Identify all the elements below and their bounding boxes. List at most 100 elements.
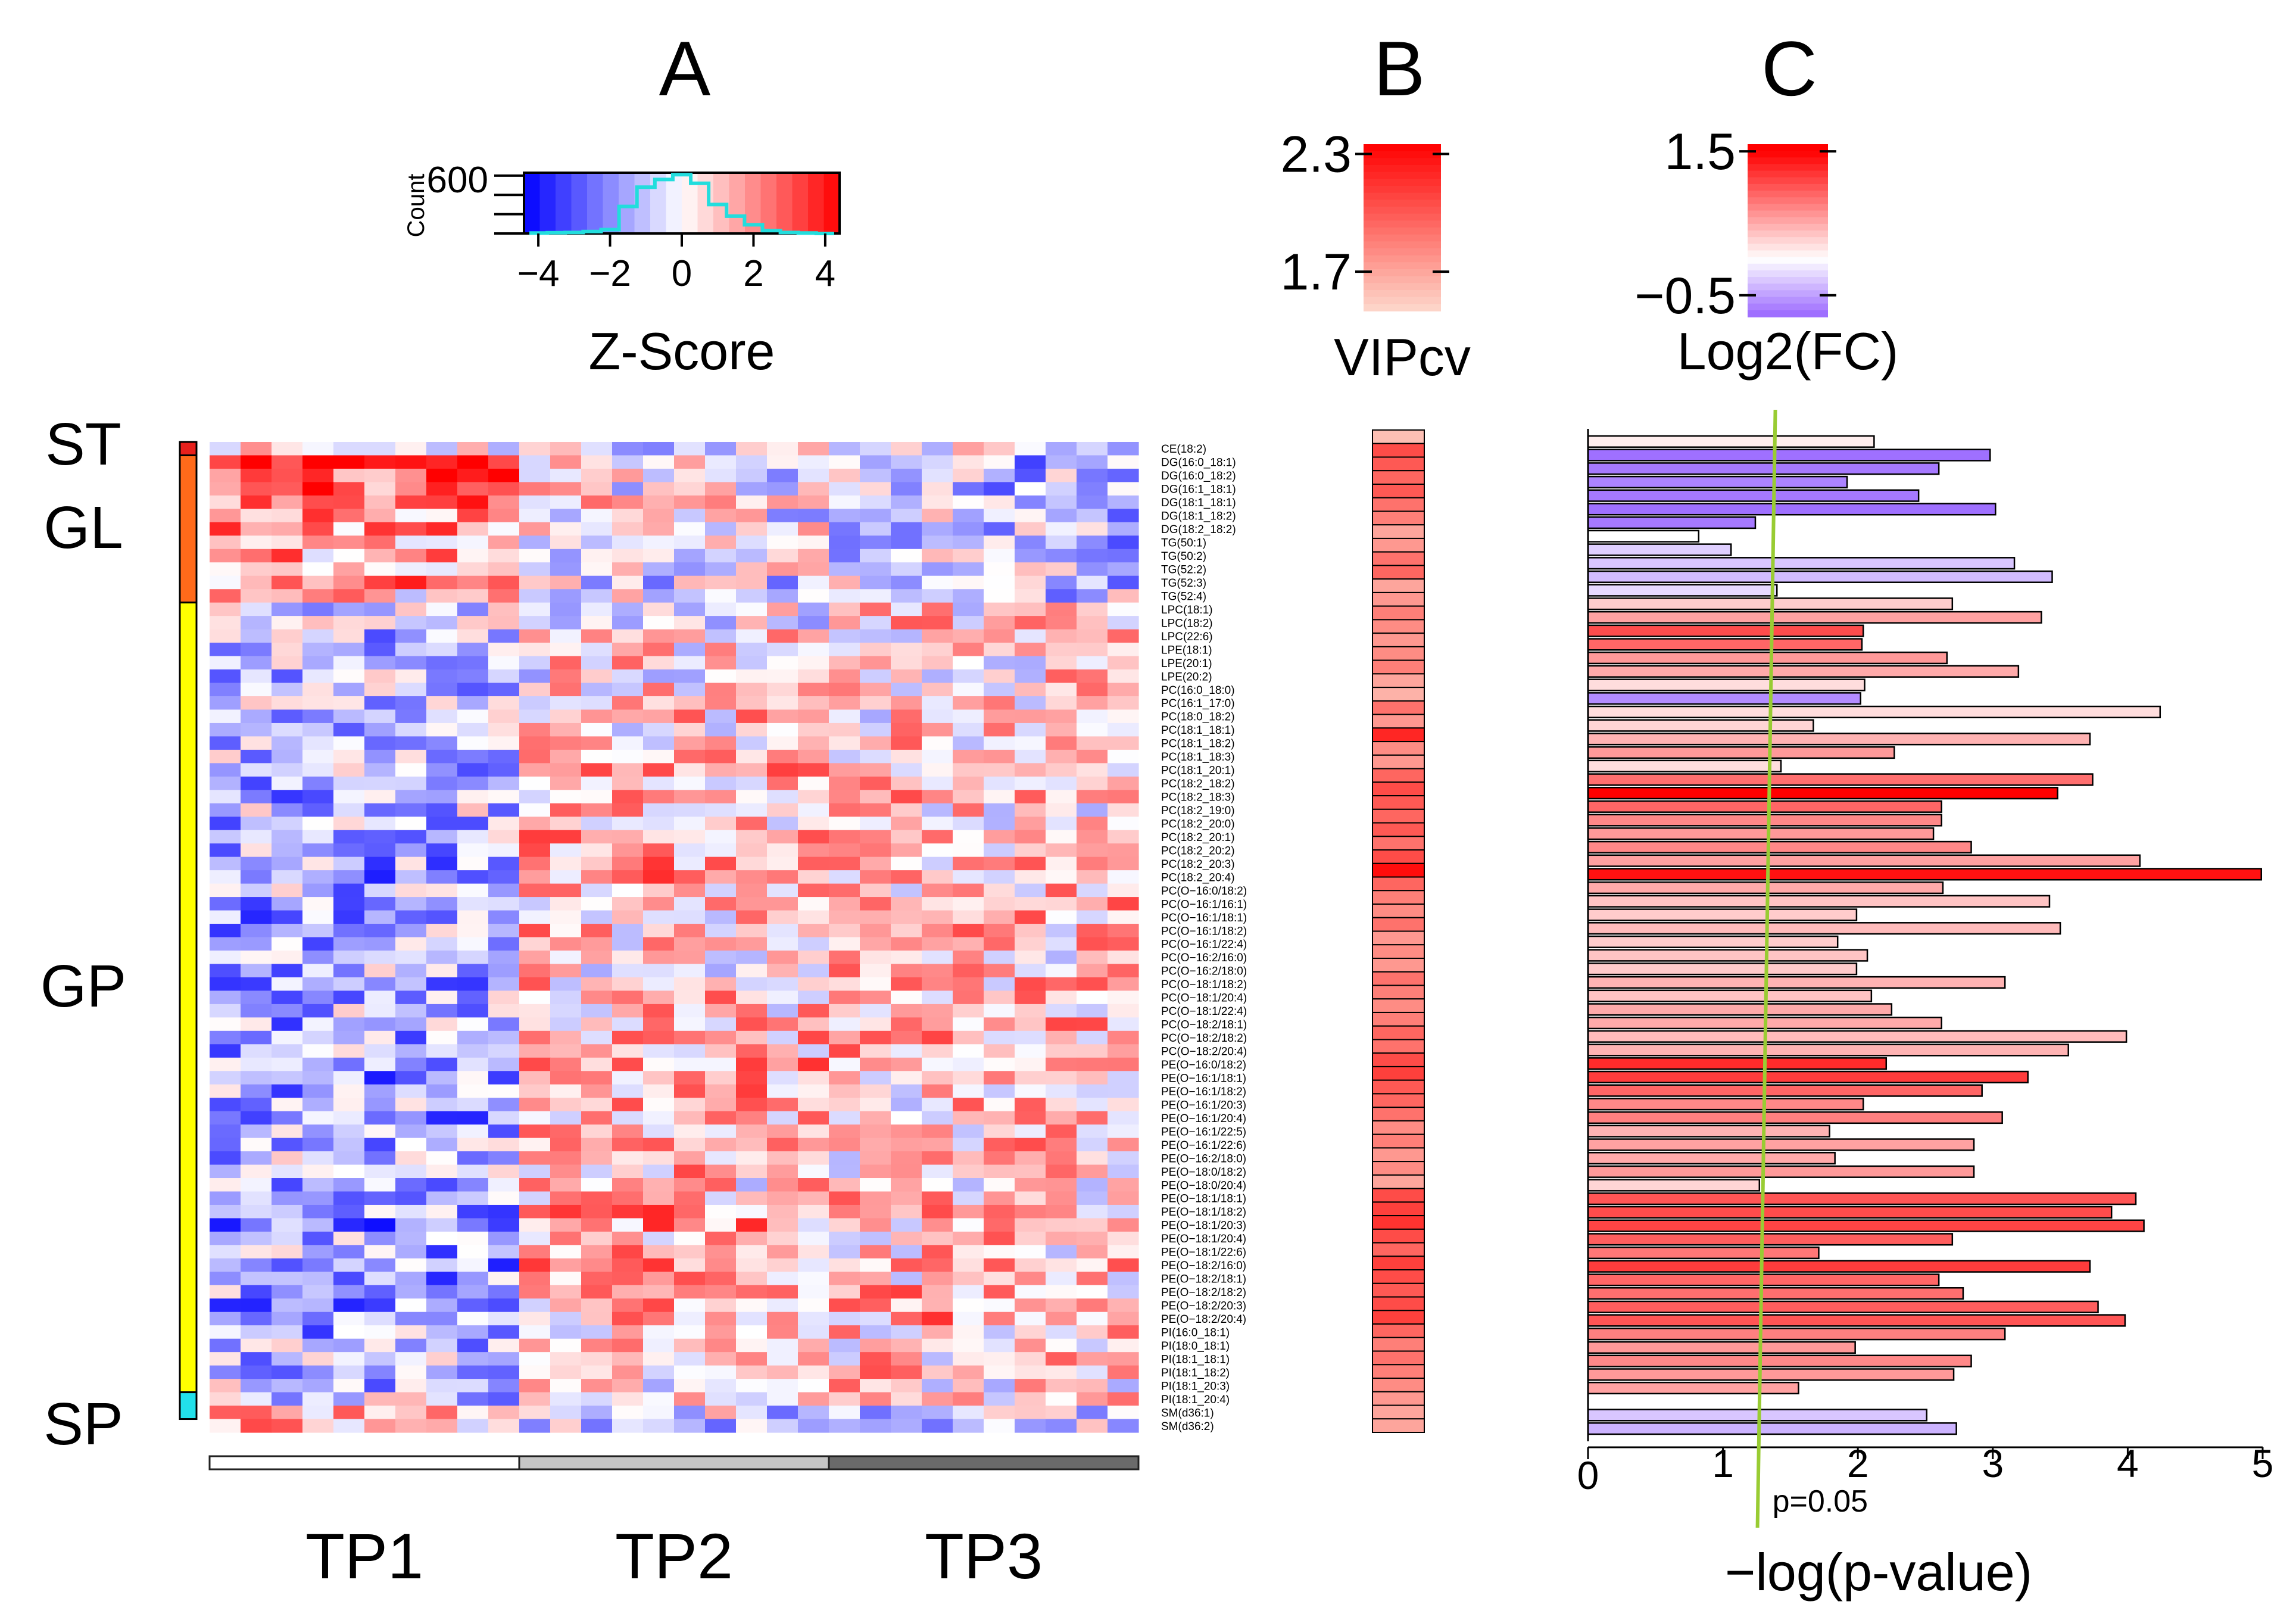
vip-cell [1372, 1323, 1425, 1338]
heatmap-cell [1077, 1111, 1108, 1125]
heatmap-cell [767, 1164, 798, 1179]
heatmap-cell [953, 817, 984, 831]
pvalue-bar [1587, 1084, 1983, 1097]
heatmap-cell [581, 763, 613, 777]
heatmap-cell [488, 1151, 520, 1166]
row-label: PC(18:2_20:1) [1161, 831, 1235, 844]
heatmap-cell [333, 1030, 365, 1045]
heatmap-cell [953, 1365, 984, 1379]
heatmap-cell [705, 1044, 737, 1058]
heatmap-cell [736, 1365, 768, 1379]
vip-cell [1372, 1147, 1425, 1163]
heatmap-cell [364, 977, 396, 991]
heatmap-cell [364, 1111, 396, 1125]
heatmap-cell [612, 883, 644, 898]
group-label-tp1: TP1 [305, 1520, 423, 1592]
heatmap-cell [612, 589, 644, 603]
heatmap-cell [1077, 656, 1108, 670]
heatmap-cell [241, 977, 272, 991]
heatmap-cell [488, 669, 520, 684]
heatmap-cell [302, 1004, 334, 1018]
heatmap-cell [550, 495, 582, 509]
pvalue-bar [1587, 1422, 1957, 1435]
heatmap-cell [395, 1298, 427, 1313]
vip-swatch [1364, 186, 1441, 194]
heatmap-cell [891, 455, 922, 469]
heatmap-cell [457, 1151, 489, 1166]
heatmap-cell [364, 1231, 396, 1245]
heatmap-cell [922, 883, 953, 898]
heatmap-cell [922, 763, 953, 777]
heatmap-cell [674, 1392, 706, 1406]
vip-cell [1372, 537, 1425, 553]
panel-c-label: C [1761, 25, 1817, 112]
heatmap-cell [1015, 803, 1046, 817]
fc-swatch [1748, 303, 1828, 311]
heatmap-cell [519, 1365, 551, 1379]
vip-swatch [1364, 248, 1441, 256]
heatmap-cell [643, 535, 675, 550]
heatmap-cell [302, 683, 334, 697]
heatmap-cell [426, 1406, 458, 1420]
heatmap-cell [272, 722, 303, 737]
heatmap-cell [581, 442, 613, 456]
heatmap-cell [736, 1204, 768, 1219]
row-label: PE(O−16:0/18:2) [1161, 1059, 1246, 1071]
heatmap-cell [210, 763, 241, 777]
heatmap-cell [426, 1245, 458, 1259]
heatmap-cell [829, 629, 860, 643]
heatmap-cell [953, 897, 984, 911]
heatmap-cell [984, 897, 1015, 911]
heatmap-cell [488, 924, 520, 938]
heatmap-cell [612, 442, 644, 456]
heatmap-cell [612, 910, 644, 924]
heatmap-cell [705, 749, 737, 764]
row-label: PI(18:1_18:1) [1161, 1353, 1230, 1366]
heatmap-cell [1015, 964, 1046, 978]
pvalue-bar [1587, 1057, 1888, 1070]
pvalue-bar [1587, 827, 1935, 840]
heatmap-cell [612, 977, 644, 991]
heatmap-cell [457, 1191, 489, 1205]
heatmap-cell [241, 910, 272, 924]
heatmap-cell [984, 709, 1015, 724]
vip-title: VIPcv [1334, 328, 1471, 387]
heatmap-cell [891, 562, 922, 577]
row-label: DG(16:1_18:1) [1161, 484, 1236, 496]
heatmap-cell [457, 1071, 489, 1085]
heatmap-cell [643, 1111, 675, 1125]
heatmap-cell [1108, 683, 1139, 697]
heatmap-cell [364, 1178, 396, 1192]
heatmap-cell [829, 616, 860, 630]
heatmap-cell [302, 522, 334, 536]
heatmap-cell [488, 1191, 520, 1205]
heatmap-cell [272, 468, 303, 483]
heatmap-cell [364, 669, 396, 684]
heatmap-cell [705, 1218, 737, 1232]
heatmap-cell [550, 442, 582, 456]
heatmap-cell [395, 883, 427, 898]
heatmap-cell [891, 589, 922, 603]
heatmap-cell [210, 643, 241, 657]
heatmap-cell [488, 722, 520, 737]
heatmap-cell [984, 1111, 1015, 1125]
vip-cell [1372, 1336, 1425, 1352]
heatmap-cell [241, 1311, 272, 1326]
heatmap-cell [1015, 977, 1046, 991]
heatmap-cell [519, 1352, 551, 1366]
heatmap-cell [550, 1231, 582, 1245]
heatmap-cell [1046, 535, 1077, 550]
heatmap-cell [984, 1419, 1015, 1433]
heatmap-cell [891, 924, 922, 938]
heatmap-cell [1108, 1231, 1139, 1245]
heatmap-cell [1108, 602, 1139, 616]
heatmap-cell [922, 683, 953, 697]
heatmap-cell [674, 549, 706, 563]
heatmap-cell [953, 937, 984, 951]
heatmap-cell [705, 442, 737, 456]
heatmap-cell [302, 977, 334, 991]
heatmap-cell [891, 1325, 922, 1339]
heatmap-cell [519, 1245, 551, 1259]
heatmap-cell [922, 1204, 953, 1219]
heatmap-cell [364, 656, 396, 670]
